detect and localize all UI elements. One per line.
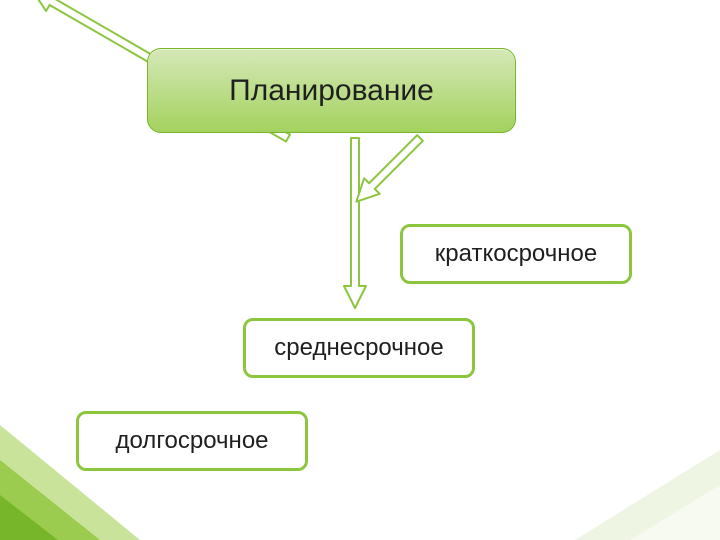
long-term-node: долгосрочное: [76, 411, 308, 471]
short-term-label: краткосрочное: [435, 240, 597, 268]
root-node: Планирование: [147, 48, 516, 133]
root-label: Планирование: [229, 74, 434, 108]
short-term-node: краткосрочное: [400, 224, 632, 284]
long-term-label: долгосрочное: [115, 427, 268, 455]
diagram-canvas: Планирование краткосрочное среднесрочное…: [0, 0, 720, 540]
medium-term-label: среднесрочное: [274, 334, 443, 362]
medium-term-node: среднесрочное: [243, 318, 475, 378]
